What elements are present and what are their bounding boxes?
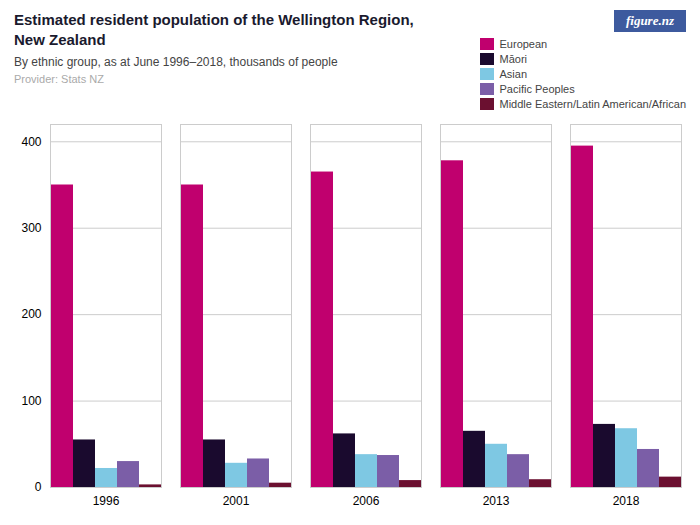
svg-text:2013: 2013 [483, 494, 510, 508]
html-text:By ethnic group, as at June 19: By ethnic group, as at June 1996–2018, t… [14, 55, 338, 69]
svg-text:2001: 2001 [223, 494, 250, 508]
html-text:Estimated resident population: Estimated resident population of the Wel… [14, 11, 414, 48]
svg-text:1996: 1996 [93, 494, 120, 508]
svg-text:200: 200 [21, 307, 41, 321]
svg-text:300: 300 [21, 221, 41, 235]
html-text:figure.nz: figure.nz [626, 13, 674, 28]
html-text:Middle Eastern/Latin American/: Middle Eastern/Latin American/African [499, 98, 686, 110]
html-text:Māori: Māori [499, 53, 527, 65]
html-text:Asian: Asian [499, 68, 527, 80]
html-text:Pacific Peoples: Pacific Peoples [499, 83, 575, 95]
svg-text:400: 400 [21, 135, 41, 149]
svg-text:2006: 2006 [353, 494, 380, 508]
html-text:Provider: Stats NZ: Provider: Stats NZ [14, 73, 104, 85]
svg-text:100: 100 [21, 394, 41, 408]
html-text:European: European [499, 38, 548, 50]
svg-text:2018: 2018 [613, 494, 640, 508]
svg-text:0: 0 [35, 480, 42, 494]
